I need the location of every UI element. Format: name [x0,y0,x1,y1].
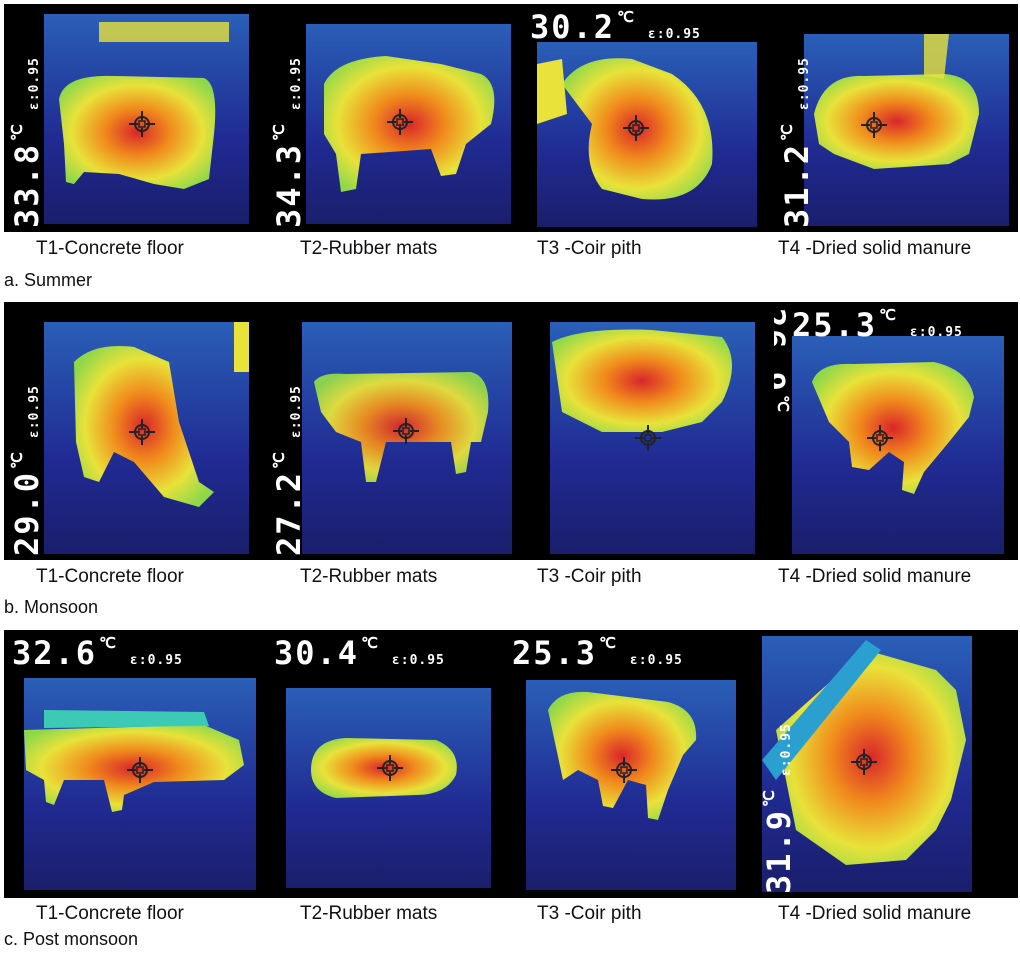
thermal-image-t1-monsoon: 29.0℃ε:0.95 [4,302,262,560]
thermal-strip-post-monsoon: 32.6 ℃ε:0.95 30.4 ℃ε:0.95 25.3 ℃ε:0.95 [4,630,1018,898]
temperature-readout: 25.3 ℃ε:0.95 [512,634,683,672]
thermal-image-t1-summer: 33.8℃ε:0.95 [4,4,262,232]
thermal-image-t2-post-monsoon: 30.4 ℃ε:0.95 [266,630,508,898]
thermal-scene [762,636,972,892]
thermal-scene [537,42,757,227]
thermal-image-t4-post-monsoon: 31.9℃ε:0.95 [756,630,1018,898]
thermal-image-t3-post-monsoon: 25.3 ℃ε:0.95 [508,630,756,898]
temperature-readout: 27.2℃ε:0.95 [270,385,308,556]
thermal-image-t3-monsoon [522,302,770,560]
caption-t2: T2-Rubber mats [300,238,438,259]
thermal-image-t2-monsoon: 27.2℃ε:0.95 [266,302,518,560]
thermal-scene [792,336,1004,554]
section-label-summer: a. Summer [4,270,93,290]
temperature-readout: 30.4 ℃ε:0.95 [274,634,445,672]
thermal-scene [24,678,256,890]
caption-t4: T4 -Dried solid manure [778,903,972,924]
thermal-scene [526,680,736,890]
temperature-readout: 33.8℃ε:0.95 [8,57,46,228]
caption-t3: T3 -Coir pith [537,238,642,259]
thermal-strip-summer: 33.8℃ε:0.95 34.3℃ε:0.95 30.2 ℃ε:0.95 [4,4,1018,232]
section-label-monsoon: b. Monsoon [4,597,99,617]
temperature-readout: 31.2℃ε:0.95 [778,57,816,228]
temperature-readout: 32.6 ℃ε:0.95 [12,634,183,672]
thermal-image-t3-summer: 30.2 ℃ε:0.95 [522,4,770,232]
temperature-readout-vertical: 26.9℃ε:0.95 [774,308,792,412]
thermal-scene [804,34,1009,226]
thermal-scene [302,322,512,554]
temperature-readout: 34.3℃ε:0.95 [270,57,308,228]
temperature-readout: 25.3 ℃ε:0.95 [792,306,963,344]
thermal-scene [306,24,511,224]
thermal-strip-monsoon: 29.0℃ε:0.95 27.2℃ε:0.95 25.3 ℃ε:0.95 26.9… [4,302,1018,560]
temperature-readout: 29.0℃ε:0.95 [8,385,46,556]
thermal-image-t4-summer: 31.2℃ε:0.95 [774,4,1018,232]
thermal-scene [286,688,491,888]
thermal-image-t1-post-monsoon: 32.6 ℃ε:0.95 [4,630,266,898]
temperature-readout: 30.2 ℃ε:0.95 [530,8,701,46]
caption-t3: T3 -Coir pith [537,903,642,924]
caption-t1: T1-Concrete floor [36,238,184,259]
caption-t3: T3 -Coir pith [537,566,642,587]
caption-t1: T1-Concrete floor [36,903,184,924]
thermal-scene [44,322,249,554]
caption-t4: T4 -Dried solid manure [778,566,972,587]
caption-t2: T2-Rubber mats [300,566,438,587]
section-label-post-monsoon: c. Post monsoon [4,929,139,949]
caption-t4: T4 -Dried solid manure [778,238,972,259]
thermal-scene [550,322,755,554]
caption-t2: T2-Rubber mats [300,903,438,924]
caption-t1: T1-Concrete floor [36,566,184,587]
temperature-readout: 31.9℃ε:0.95 [760,723,798,894]
thermal-image-t2-summer: 34.3℃ε:0.95 [266,4,518,232]
thermal-scene [44,14,249,224]
thermal-image-t4-monsoon: 25.3℃ε:0.95 26.9℃ε:0.95 [774,302,1018,560]
